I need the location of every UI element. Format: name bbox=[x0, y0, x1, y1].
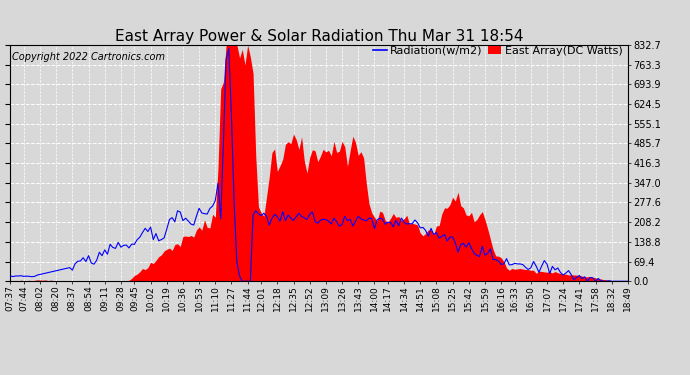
Text: Copyright 2022 Cartronics.com: Copyright 2022 Cartronics.com bbox=[12, 52, 165, 62]
Title: East Array Power & Solar Radiation Thu Mar 31 18:54: East Array Power & Solar Radiation Thu M… bbox=[115, 29, 524, 44]
Legend: Radiation(w/m2), East Array(DC Watts): Radiation(w/m2), East Array(DC Watts) bbox=[373, 46, 622, 56]
